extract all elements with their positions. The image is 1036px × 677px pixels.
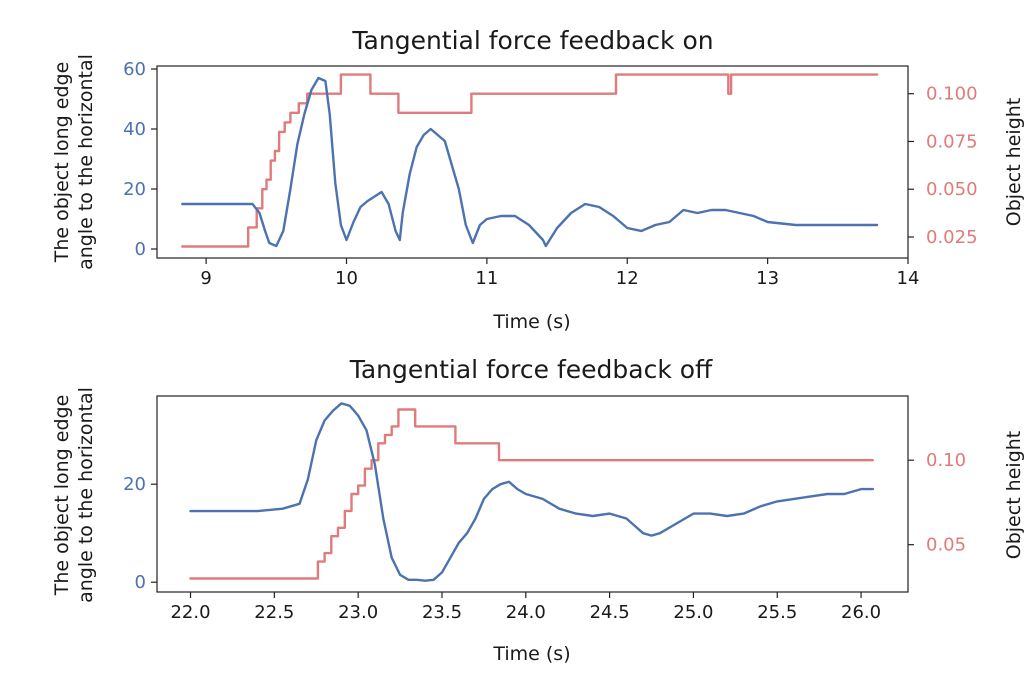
y-axis-left: 0 20 xyxy=(123,474,157,593)
plot-frame xyxy=(156,65,909,259)
y-right-tick-label: 0.050 xyxy=(926,179,978,200)
x-axis: 22.0 22.5 23.0 23.5 24.0 24.5 25.0 25.5 26.0 xyxy=(170,592,881,623)
plot-frame xyxy=(156,395,909,593)
x-tick-label: 23.0 xyxy=(338,602,378,623)
y-right-tick-label: 0.075 xyxy=(926,131,978,152)
y-tick-label: 60 xyxy=(123,59,146,80)
panel-feedback-off: Tangential force feedback off 22.0 22.5 23… xyxy=(51,355,1025,665)
y-tick-label: 0 xyxy=(135,572,146,593)
y-axis-label-line1: The object long edge xyxy=(51,395,73,597)
series-line-height xyxy=(189,408,874,580)
x-axis-label: Time (s) xyxy=(492,643,570,665)
plot-area xyxy=(189,402,874,582)
y-tick-label: 40 xyxy=(123,119,146,140)
x-tick-label: 25.0 xyxy=(673,602,713,623)
y-right-tick-label: 0.100 xyxy=(926,84,978,105)
y-right-tick-label: 0.05 xyxy=(926,535,966,556)
series-line-height xyxy=(181,73,879,248)
y-right-tick-label: 0.025 xyxy=(926,227,978,248)
y-axis-label-line2: angle to the horizontal xyxy=(75,54,97,270)
y-axis-right-label: Object height xyxy=(1003,98,1025,226)
x-tick-label: 9 xyxy=(200,268,211,289)
x-tick-label: 12 xyxy=(616,268,639,289)
x-tick-label: 24.0 xyxy=(506,602,546,623)
x-tick-label: 14 xyxy=(897,268,920,289)
y-axis-right: 0.025 0.050 0.075 0.100 xyxy=(908,84,978,248)
y-axis-label-line1: The object long edge xyxy=(51,62,73,264)
x-tick-label: 23.5 xyxy=(422,602,462,623)
y-axis-right-label: Object height xyxy=(1003,431,1025,559)
x-tick-label: 25.5 xyxy=(757,602,797,623)
y-tick-label: 20 xyxy=(123,474,146,495)
y-tick-label: 0 xyxy=(135,239,146,260)
x-tick-label: 13 xyxy=(756,268,779,289)
y-axis-left: 0 20 40 60 xyxy=(123,59,157,260)
y-tick-label: 20 xyxy=(123,179,146,200)
x-tick-label: 24.5 xyxy=(590,602,630,623)
chart-title: Tangential force feedback on xyxy=(351,26,713,55)
y-right-tick-label: 0.10 xyxy=(926,450,966,471)
x-tick-label: 22.5 xyxy=(254,602,294,623)
y-axis-right: 0.05 0.10 xyxy=(908,450,966,556)
panel-feedback-on: Tangential force feedback on 9 10 11 12 13 14… xyxy=(51,26,1025,333)
y-axis-label-line2: angle to the horizontal xyxy=(75,387,97,603)
x-axis: 9 10 11 12 13 14 xyxy=(200,258,919,289)
x-tick-label: 11 xyxy=(475,268,498,289)
chart-title: Tangential force feedback off xyxy=(349,355,713,384)
x-tick-label: 26.0 xyxy=(841,602,881,623)
x-tick-label: 22.0 xyxy=(170,602,210,623)
series-line-angle xyxy=(181,76,879,248)
plot-area xyxy=(181,73,879,248)
x-tick-label: 10 xyxy=(335,268,358,289)
series-line-angle xyxy=(189,402,874,582)
x-axis-label: Time (s) xyxy=(492,311,570,333)
